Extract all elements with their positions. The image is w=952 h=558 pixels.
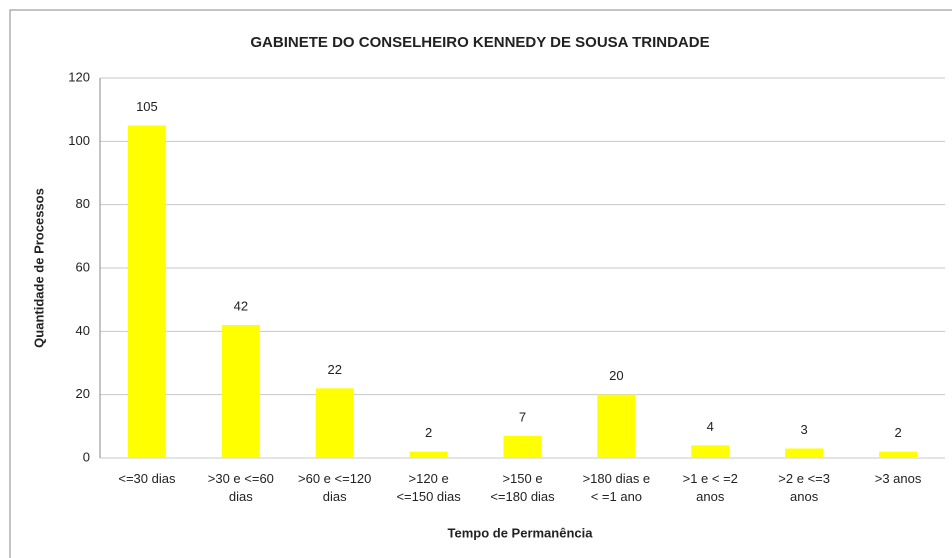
bar xyxy=(503,435,542,458)
chart-border xyxy=(9,9,952,558)
bar xyxy=(127,125,166,458)
data-label: 2 xyxy=(425,425,432,440)
y-tick-label: 120 xyxy=(68,69,90,84)
bar xyxy=(785,448,824,458)
y-tick-label: 60 xyxy=(76,259,90,274)
y-axis-label: Quantidade de Processos xyxy=(31,188,46,348)
bar xyxy=(597,394,636,458)
chart-title: GABINETE DO CONSELHEIRO KENNEDY DE SOUSA… xyxy=(250,34,709,51)
y-tick-label: 80 xyxy=(76,196,90,211)
x-tick-label: <=30 dias xyxy=(118,471,176,486)
x-tick-label: >150 e <=180 dias xyxy=(490,471,555,504)
data-label: 20 xyxy=(609,368,623,383)
data-label: 3 xyxy=(801,422,808,437)
data-label: 42 xyxy=(234,298,248,313)
bar xyxy=(691,445,730,458)
y-tick-label: 40 xyxy=(76,323,90,338)
data-label: 4 xyxy=(707,419,714,434)
x-tick-label: >180 dias e < =1 ano xyxy=(582,471,651,504)
x-tick-label: >60 e <=120 dias xyxy=(298,471,372,504)
x-tick-label: >2 e <=3 anos xyxy=(778,471,830,504)
data-label: 22 xyxy=(327,362,341,377)
bar xyxy=(221,325,260,458)
x-tick-label: >1 e < =2 anos xyxy=(682,471,738,504)
x-tick-label: >3 anos xyxy=(874,471,922,486)
data-label: 7 xyxy=(519,409,526,424)
bar xyxy=(315,388,354,458)
x-tick-label: >30 e <=60 dias xyxy=(207,471,274,504)
x-axis-label: Tempo de Permanência xyxy=(448,525,594,540)
y-tick-label: 0 xyxy=(83,449,90,464)
bar xyxy=(879,451,918,458)
data-label: 105 xyxy=(136,99,158,114)
bar xyxy=(409,451,448,458)
x-tick-label: >120 e <=150 dias xyxy=(396,471,461,504)
y-tick-label: 20 xyxy=(76,386,90,401)
data-label: 2 xyxy=(894,425,901,440)
y-tick-label: 100 xyxy=(68,133,90,148)
